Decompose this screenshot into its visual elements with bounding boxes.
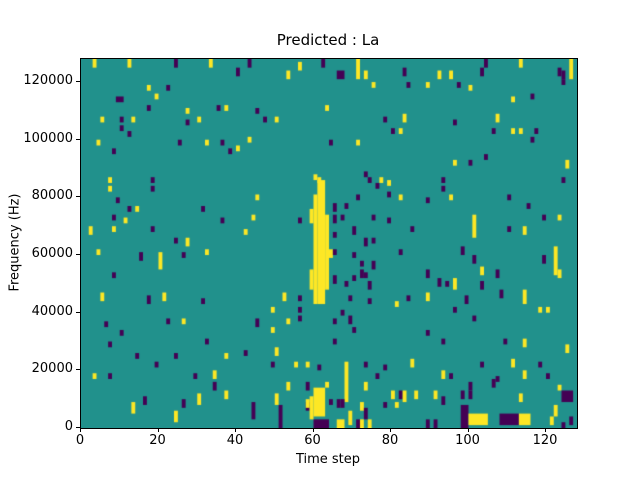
y-tick-label: 80000 [31, 188, 73, 204]
y-tick-mark [76, 196, 80, 198]
y-tick-label: 20000 [31, 361, 73, 377]
x-tick-label: 0 [75, 433, 85, 448]
y-axis-label: Frequency (Hz) [7, 193, 23, 292]
y-tick-mark [76, 369, 80, 371]
x-tick-label: 120 [532, 433, 558, 448]
x-axis-label: Time step [295, 452, 361, 467]
y-tick-label: 120000 [23, 73, 73, 89]
y-tick-label: 60000 [31, 246, 73, 262]
x-tick-mark [545, 428, 546, 432]
x-tick-mark [157, 428, 159, 432]
y-tick-mark [76, 81, 80, 83]
x-tick-mark [235, 428, 236, 432]
x-tick-label: 20 [149, 433, 166, 448]
plot-area [80, 58, 578, 429]
y-tick-label: 40000 [31, 303, 73, 319]
x-tick-label: 60 [304, 433, 321, 448]
y-tick-mark [76, 311, 80, 313]
y-tick-mark [76, 427, 80, 428]
x-tick-label: 100 [455, 433, 480, 448]
x-tick-label: 80 [381, 433, 399, 448]
y-tick-mark [76, 254, 80, 256]
x-tick-mark [467, 428, 469, 432]
x-tick-mark [80, 428, 81, 432]
y-tick-label: 0 [64, 419, 73, 434]
x-tick-mark [390, 428, 391, 432]
x-tick-label: 40 [226, 433, 244, 448]
y-tick-label: 100000 [23, 130, 73, 146]
chart-title: Predicted : La [276, 31, 380, 49]
y-tick-mark [76, 138, 80, 140]
x-tick-mark [312, 428, 314, 432]
heatmap-canvas [81, 59, 577, 428]
